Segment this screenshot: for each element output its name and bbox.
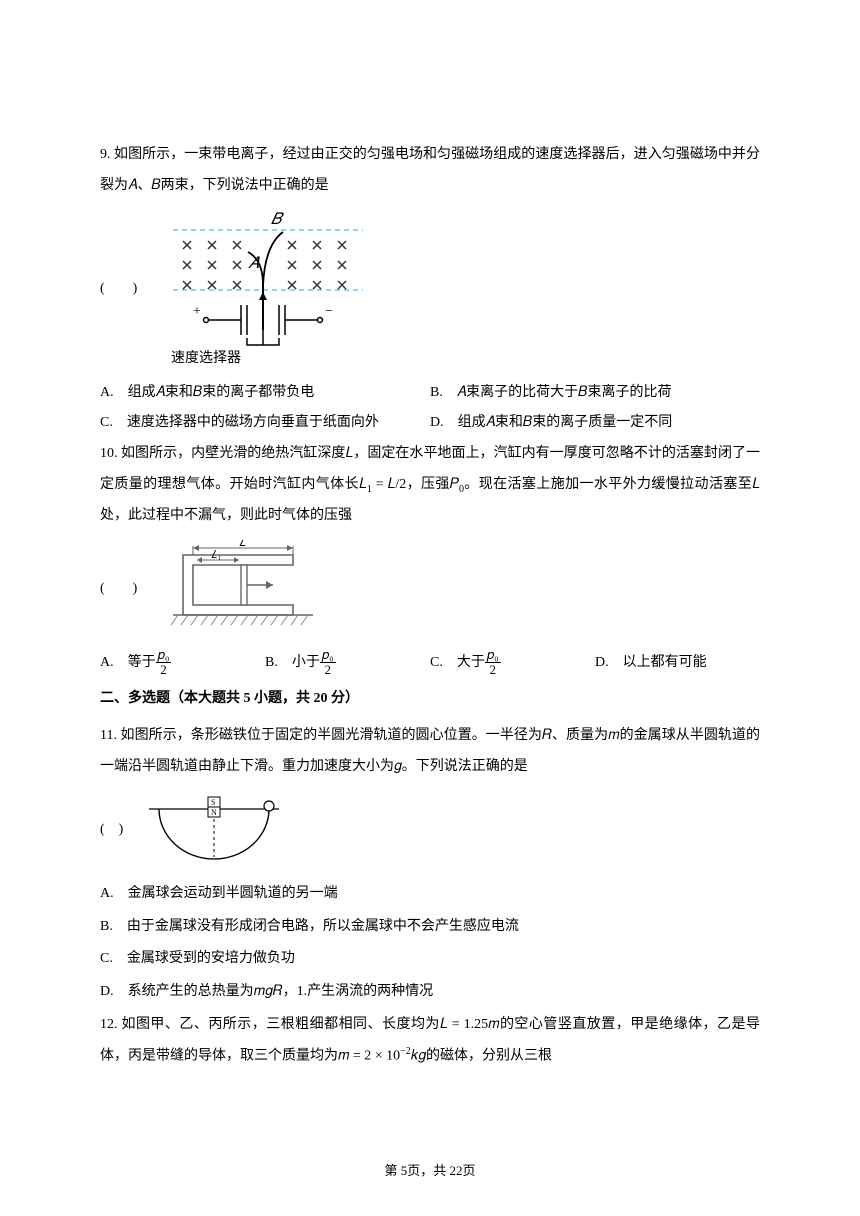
q9-figure: 𝐴 𝐵 + − 速度选择器 bbox=[153, 210, 383, 370]
q9-opt-c: C. 速度选择器中的磁场方向垂直于纸面向外 bbox=[100, 408, 430, 439]
q11-opt-c: C. 金属球受到的安培力做负功 bbox=[100, 944, 760, 975]
q10-options: A. 等于𝑝₀2 B. 小于𝑝₀2 C. 大于𝑝₀2 D. 以上都有可能 bbox=[100, 648, 760, 679]
q10-figure: 𝐿 𝐿₁ bbox=[153, 540, 333, 640]
q10-paren: ( ) bbox=[100, 574, 137, 605]
svg-text:速度选择器: 速度选择器 bbox=[171, 350, 241, 366]
svg-text:S: S bbox=[211, 798, 215, 807]
svg-text:𝐿: 𝐿 bbox=[239, 540, 246, 549]
svg-text:𝐵: 𝐵 bbox=[271, 211, 284, 228]
q11-num: 11. bbox=[100, 728, 117, 743]
q9-figure-row: ( ) 𝐴 𝐵 bbox=[100, 210, 760, 370]
svg-text:−: − bbox=[325, 304, 333, 319]
q10-stem: 10. 如图所示，内壁光滑的绝热汽缸深度𝐿，固定在水平地面上，汽缸内有一厚度可忽… bbox=[100, 439, 760, 531]
q9-opt-b: B. 𝐴束离子的比荷大于𝐵束离子的比荷 bbox=[430, 378, 760, 409]
q10-num: 10. bbox=[100, 446, 118, 461]
q10-figure-row: ( ) 𝐿 𝐿₁ bbox=[100, 540, 760, 640]
q11-opt-a: A. 金属球会运动到半圆轨道的另一端 bbox=[100, 879, 760, 910]
q11-paren: ( ) bbox=[100, 815, 123, 846]
q11-options: A. 金属球会运动到半圆轨道的另一端 B. 由于金属球没有形成闭合电路，所以金属… bbox=[100, 879, 760, 1008]
q12-stem: 12. 如图甲、乙、丙所示，三根粗细都相同、长度均为𝐿 = 1.25𝑚的空心管竖… bbox=[100, 1010, 760, 1072]
svg-text:N: N bbox=[211, 808, 217, 817]
svg-text:+: + bbox=[193, 304, 201, 319]
q12-num: 12. bbox=[100, 1017, 118, 1032]
q9-text: 如图所示，一束带电离子，经过由正交的匀强电场和匀强磁场组成的速度选择器后，进入匀… bbox=[100, 147, 760, 193]
q11-opt-b: B. 由于金属球没有形成闭合电路，所以金属球中不会产生感应电流 bbox=[100, 912, 760, 943]
q9-stem: 9. 如图所示，一束带电离子，经过由正交的匀强电场和匀强磁场组成的速度选择器后，… bbox=[100, 140, 760, 202]
q9-num: 9. bbox=[100, 147, 111, 162]
q10-opt-a: A. 等于𝑝₀2 bbox=[100, 648, 265, 679]
q11-text: 如图所示，条形磁铁位于固定的半圆光滑轨道的圆心位置。一半径为𝑅、质量为𝑚的金属球… bbox=[100, 728, 760, 774]
q10-mid: = 𝐿/2，压强𝑃 bbox=[372, 477, 459, 492]
svg-text:𝐿₁: 𝐿₁ bbox=[211, 549, 221, 561]
q12-text2: 𝑘𝑔的磁体，分别从三根 bbox=[411, 1048, 552, 1063]
q10-opt-b: B. 小于𝑝₀2 bbox=[265, 648, 430, 679]
q11-opt-d: D. 系统产生的总热量为𝑚𝑔𝑅，1.产生涡流的两种情况 bbox=[100, 977, 760, 1008]
section-2-header: 二、多选题（本大题共 5 小题，共 20 分） bbox=[100, 684, 760, 715]
q10-opt-d: D. 以上都有可能 bbox=[595, 648, 760, 679]
q9-options: A. 组成𝐴束和𝐵束的离子都带负电 C. 速度选择器中的磁场方向垂直于纸面向外 … bbox=[100, 378, 760, 440]
q10-opt-c: C. 大于𝑝₀2 bbox=[430, 648, 595, 679]
q11-figure-row: ( ) S N bbox=[100, 791, 760, 871]
q9-paren: ( ) bbox=[100, 274, 137, 305]
q9-opt-d: D. 组成𝐴束和𝐵束的离子质量一定不同 bbox=[430, 408, 760, 439]
q11-stem: 11. 如图所示，条形磁铁位于固定的半圆光滑轨道的圆心位置。一半径为𝑅、质量为𝑚… bbox=[100, 721, 760, 783]
q9-opt-a: A. 组成𝐴束和𝐵束的离子都带负电 bbox=[100, 378, 430, 409]
svg-text:𝐴: 𝐴 bbox=[248, 255, 260, 272]
q11-figure: S N bbox=[139, 791, 289, 871]
q12-exp: −2 bbox=[400, 1046, 411, 1057]
page-footer: 第 5页，共 22页 bbox=[0, 1157, 860, 1186]
